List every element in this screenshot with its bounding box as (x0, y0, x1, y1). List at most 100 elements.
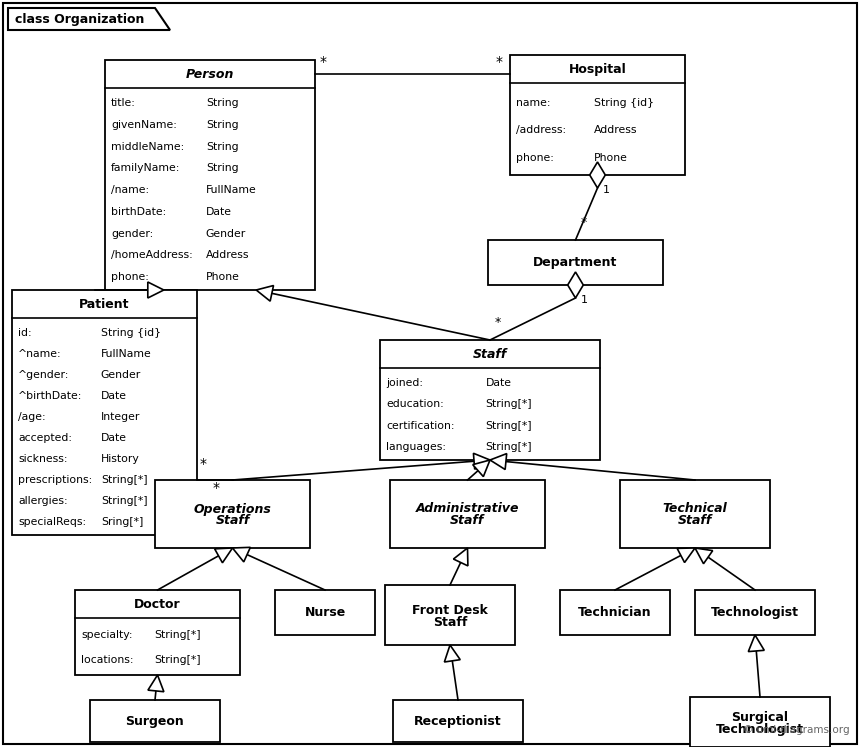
Text: Staff: Staff (678, 515, 712, 527)
Bar (620, 480, 770, 548)
Polygon shape (256, 285, 273, 301)
Text: FullName: FullName (206, 185, 256, 195)
Text: ^birthDate:: ^birthDate: (18, 391, 83, 401)
Text: name:: name: (516, 98, 550, 108)
Text: id:: id: (18, 328, 32, 338)
Text: accepted:: accepted: (18, 433, 72, 443)
Text: Phone: Phone (594, 153, 628, 164)
Polygon shape (695, 548, 713, 564)
Bar (75, 590, 240, 675)
Bar (695, 590, 815, 635)
Polygon shape (148, 282, 163, 298)
Text: Date: Date (101, 433, 126, 443)
Bar (393, 700, 523, 742)
Text: *: * (495, 316, 501, 329)
Text: allergies:: allergies: (18, 496, 68, 506)
Text: Technician: Technician (578, 606, 652, 619)
Bar (690, 697, 830, 747)
Bar (105, 60, 315, 290)
Bar (275, 590, 375, 635)
Text: joined:: joined: (386, 378, 423, 388)
Text: Date: Date (206, 207, 232, 217)
Polygon shape (748, 635, 765, 651)
Text: Nurse: Nurse (304, 606, 346, 619)
Polygon shape (148, 675, 164, 692)
Polygon shape (445, 645, 460, 662)
Text: givenName:: givenName: (111, 120, 177, 130)
Bar (488, 240, 663, 285)
Text: gender:: gender: (111, 229, 153, 238)
Text: Technical: Technical (662, 503, 728, 515)
Text: sickness:: sickness: (18, 454, 67, 464)
Text: birthDate:: birthDate: (111, 207, 166, 217)
Bar (12, 290, 197, 535)
Text: String[*]: String[*] (486, 442, 532, 452)
Text: FullName: FullName (101, 349, 151, 359)
Text: Operations: Operations (194, 503, 272, 515)
Bar (380, 340, 600, 460)
Text: String {id}: String {id} (594, 98, 654, 108)
Text: phone:: phone: (111, 272, 149, 282)
Text: String: String (206, 142, 238, 152)
Text: phone:: phone: (516, 153, 554, 164)
Bar (385, 585, 515, 645)
Text: Gender: Gender (206, 229, 246, 238)
Polygon shape (8, 8, 170, 30)
Text: String[*]: String[*] (101, 475, 147, 486)
Bar (510, 55, 685, 175)
Text: © uml-diagrams.org: © uml-diagrams.org (743, 725, 850, 735)
Text: String {id}: String {id} (101, 328, 161, 338)
Text: title:: title: (111, 98, 136, 108)
Text: Surgical: Surgical (732, 710, 789, 724)
Text: *: * (320, 55, 327, 69)
Text: class Organization: class Organization (15, 13, 144, 26)
Text: certification:: certification: (386, 421, 454, 431)
Text: String[*]: String[*] (486, 400, 532, 409)
Polygon shape (453, 548, 468, 566)
Text: Front Desk: Front Desk (412, 604, 488, 616)
Bar (390, 480, 545, 548)
Text: /address:: /address: (516, 125, 566, 135)
Bar (155, 480, 310, 548)
Text: 1: 1 (603, 185, 610, 195)
Text: *: * (580, 216, 587, 229)
Polygon shape (677, 548, 695, 562)
Text: String[*]: String[*] (154, 630, 201, 640)
Text: *: * (200, 457, 207, 471)
Text: Person: Person (186, 67, 234, 81)
Text: Address: Address (594, 125, 637, 135)
Text: Address: Address (206, 250, 249, 260)
Text: Department: Department (533, 256, 617, 269)
Polygon shape (232, 548, 250, 562)
Text: Staff: Staff (473, 347, 507, 361)
Bar (560, 590, 670, 635)
Text: String[*]: String[*] (101, 496, 147, 506)
Polygon shape (473, 453, 490, 469)
Text: /homeAddress:: /homeAddress: (111, 250, 193, 260)
Text: locations:: locations: (81, 655, 133, 665)
Polygon shape (473, 460, 490, 477)
Polygon shape (590, 162, 605, 188)
Text: Date: Date (101, 391, 126, 401)
Text: specialty:: specialty: (81, 630, 132, 640)
Text: /name:: /name: (111, 185, 149, 195)
Text: *: * (496, 55, 503, 69)
Text: prescriptions:: prescriptions: (18, 475, 92, 486)
Text: String[*]: String[*] (486, 421, 532, 431)
Text: ^name:: ^name: (18, 349, 62, 359)
Text: Surgeon: Surgeon (126, 714, 184, 728)
Text: 1: 1 (580, 295, 587, 305)
Text: Staff: Staff (451, 515, 485, 527)
Text: education:: education: (386, 400, 444, 409)
Text: Staff: Staff (433, 616, 467, 628)
Text: String: String (206, 120, 238, 130)
Text: Phone: Phone (206, 272, 240, 282)
Text: Staff: Staff (215, 515, 249, 527)
Text: Technologist: Technologist (716, 722, 804, 736)
Bar (90, 700, 220, 742)
Text: ^gender:: ^gender: (18, 370, 70, 380)
Text: Administrative: Administrative (415, 503, 519, 515)
Text: middleName:: middleName: (111, 142, 184, 152)
Text: History: History (101, 454, 139, 464)
Text: Technologist: Technologist (711, 606, 799, 619)
